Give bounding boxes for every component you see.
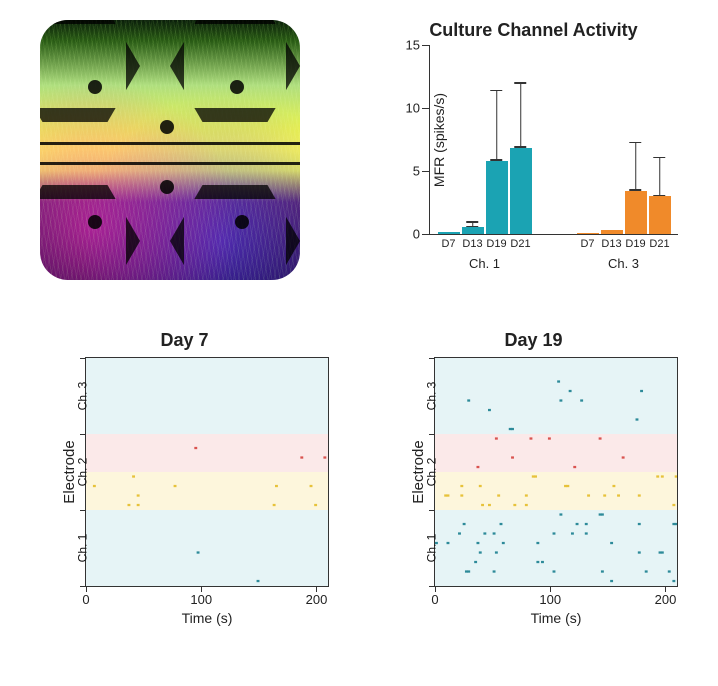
raster-panel-day7: Day 7 Electrode Ch. 1Ch. 2Ch. 30100200Ti… [30, 330, 339, 660]
x-axis-label: Time (s) [182, 610, 233, 626]
x-tick-label: D13 [462, 238, 482, 250]
x-tick-label: D7 [441, 238, 455, 250]
error-bar [520, 82, 522, 148]
x-tick-label: D7 [580, 238, 594, 250]
x-tick-label: 100 [190, 592, 212, 607]
bar-group: D7D13D19D21Ch. 1 [430, 148, 539, 234]
y-tick [422, 108, 430, 109]
raster-title-1: Day 19 [379, 330, 688, 351]
x-tick-label: 0 [431, 592, 438, 607]
error-bar [472, 221, 474, 227]
error-bar [659, 157, 661, 196]
barchart-axes: MFR (spikes/s) D7D13D19D21Ch. 1D7D13D19D… [429, 45, 678, 235]
group-label: Ch. 1 [469, 256, 500, 271]
spike-layer [435, 358, 677, 586]
x-tick-label: D19 [486, 238, 506, 250]
y-tick [422, 45, 430, 46]
bar: D19 [625, 191, 647, 234]
bar: D21 [510, 148, 532, 234]
spike-layer [86, 358, 328, 586]
bar: D13 [601, 230, 623, 234]
barchart-title: Culture Channel Activity [379, 20, 688, 41]
bar: D21 [649, 196, 671, 234]
barchart-panel: Culture Channel Activity MFR (spikes/s) … [379, 20, 688, 310]
x-tick-label: 200 [306, 592, 328, 607]
raster-plot-day19: Electrode Ch. 1Ch. 2Ch. 30100200Time (s) [434, 357, 678, 587]
error-bar [635, 142, 637, 191]
x-tick-label: D21 [649, 238, 669, 250]
bar: D7 [577, 233, 599, 234]
x-tick-label: 200 [655, 592, 677, 607]
bar: D7 [438, 232, 460, 234]
raster-panel-day19: Day 19 Electrode Ch. 1Ch. 2Ch. 30100200T… [379, 330, 688, 660]
x-tick-label: D13 [601, 238, 621, 250]
bar: D13 [462, 227, 484, 234]
x-tick-label: D19 [625, 238, 645, 250]
x-tick-label: D21 [510, 238, 530, 250]
x-tick-label: 100 [539, 592, 561, 607]
bars-area: D7D13D19D21Ch. 1 D7D13D19D21Ch. 3 [430, 45, 678, 234]
group-label: Ch. 3 [608, 256, 639, 271]
y-tick-label: 10 [406, 101, 420, 116]
raster-title-0: Day 7 [30, 330, 339, 351]
fluorescent-micrograph [40, 20, 300, 280]
y-tick [422, 171, 430, 172]
raster-plot-day7: Electrode Ch. 1Ch. 2Ch. 30100200Time (s) [85, 357, 329, 587]
bar-group: D7D13D19D21Ch. 3 [569, 191, 678, 234]
y-tick-label: 5 [413, 164, 420, 179]
x-axis-label: Time (s) [531, 610, 582, 626]
error-bar [496, 90, 498, 161]
y-tick-label: 15 [406, 38, 420, 53]
micrograph-panel [30, 20, 339, 310]
x-tick-label: 0 [82, 592, 89, 607]
bar: D19 [486, 161, 508, 234]
y-tick-label: 0 [413, 227, 420, 242]
y-tick [422, 234, 430, 235]
